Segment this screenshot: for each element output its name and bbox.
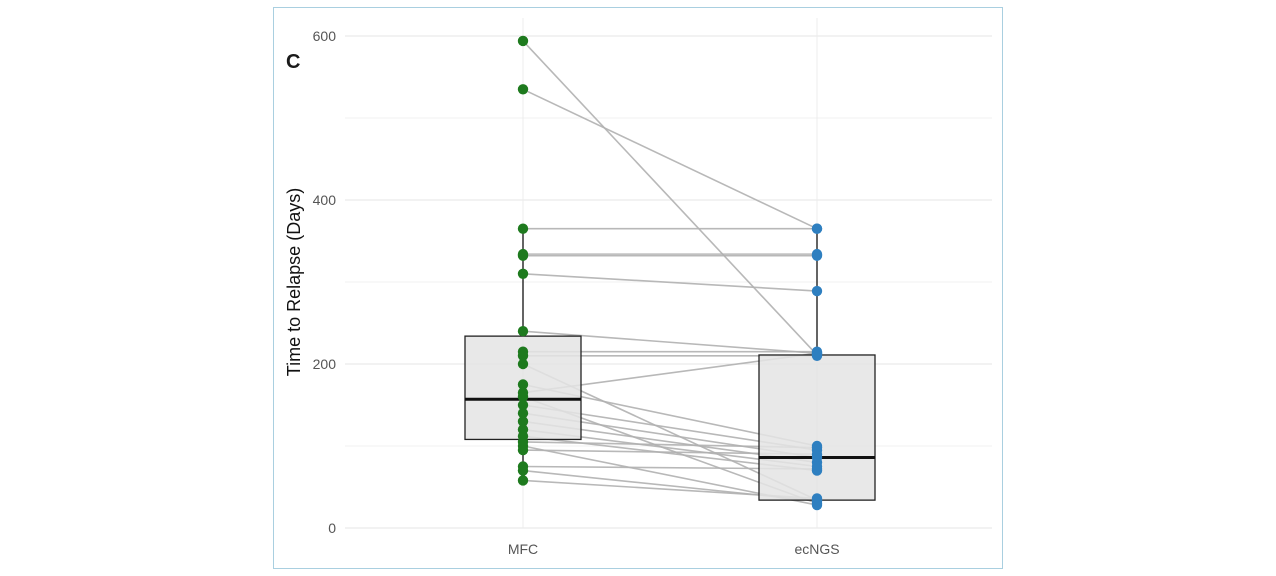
x-tick-label: ecNGS xyxy=(794,541,839,557)
point-ecngs xyxy=(811,463,823,475)
data-points xyxy=(517,35,823,511)
point-mfc xyxy=(517,223,529,234)
chart-frame xyxy=(273,7,1003,569)
point-mfc xyxy=(517,250,529,261)
point-mfc xyxy=(517,358,529,370)
point-ecngs xyxy=(811,250,823,261)
pair-line xyxy=(522,330,818,355)
point-ecngs xyxy=(811,348,823,359)
point-mfc xyxy=(517,399,529,411)
point-ecngs xyxy=(811,223,823,234)
x-tick-labels: MFC ecNGS xyxy=(508,541,840,557)
pair-line xyxy=(522,273,818,292)
pair-line xyxy=(522,88,818,230)
point-mfc xyxy=(517,408,529,419)
point-mfc xyxy=(517,416,529,427)
point-ecngs xyxy=(811,285,823,297)
point-mfc xyxy=(517,391,529,402)
point-mfc xyxy=(517,326,529,337)
y-axis-label: Time to Relapse (Days) xyxy=(284,188,304,376)
point-ecngs xyxy=(811,449,823,460)
point-mfc xyxy=(517,379,529,390)
y-tick-label: 400 xyxy=(313,192,337,208)
point-mfc xyxy=(517,475,529,486)
point-mfc xyxy=(517,84,529,95)
panel-label: C xyxy=(286,51,300,73)
y-tick-label: 600 xyxy=(313,28,337,44)
point-ecngs xyxy=(811,493,823,504)
point-mfc xyxy=(517,465,529,476)
box-ecngs xyxy=(758,354,876,501)
pair-line xyxy=(522,40,818,356)
point-mfc xyxy=(517,268,529,279)
point-mfc xyxy=(517,35,529,47)
y-tick-label: 0 xyxy=(328,520,336,536)
y-tick-labels: 0 200 400 600 xyxy=(313,28,337,536)
point-mfc xyxy=(517,350,529,361)
point-mfc xyxy=(517,444,529,456)
y-tick-label: 200 xyxy=(313,356,337,372)
x-tick-label: MFC xyxy=(508,541,538,557)
